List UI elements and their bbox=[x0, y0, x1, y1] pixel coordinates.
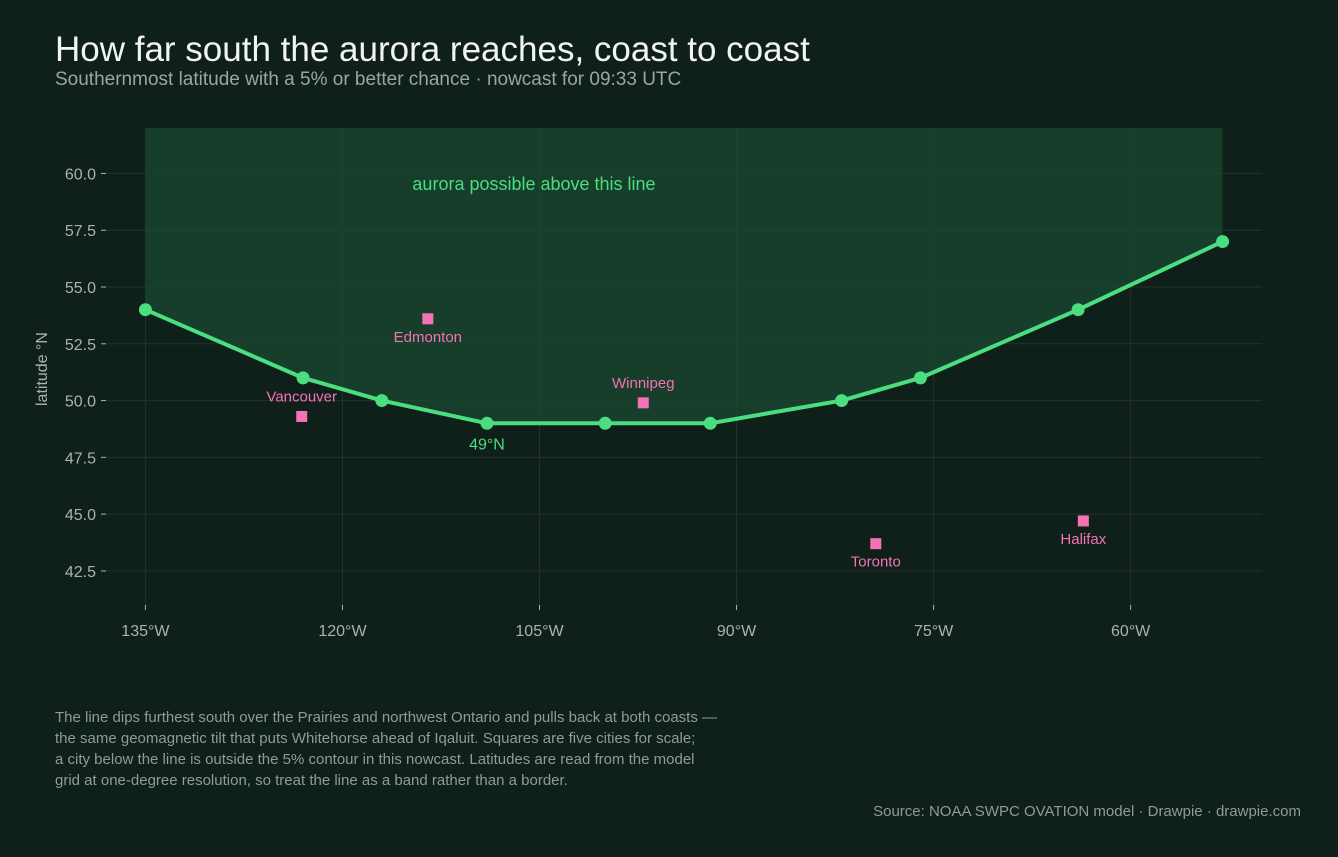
chart-subtitle: Southernmost latitude with a 5% or bette… bbox=[55, 69, 682, 90]
y-tick-label: 47.5 bbox=[65, 450, 96, 467]
y-tick-label: 50.0 bbox=[65, 394, 96, 411]
data-point bbox=[598, 416, 612, 430]
data-point bbox=[138, 303, 152, 317]
data-point bbox=[1071, 303, 1085, 317]
data-point bbox=[835, 394, 849, 408]
footnote-line: a city below the line is outside the 5% … bbox=[55, 751, 695, 768]
aurora-band-layer bbox=[145, 128, 1223, 424]
y-axis-title: latitude °N bbox=[34, 332, 51, 406]
city-label: Vancouver bbox=[266, 388, 337, 405]
city-marker bbox=[870, 538, 882, 550]
y-tick-label: 55.0 bbox=[65, 280, 96, 297]
city-label: Halifax bbox=[1060, 531, 1106, 548]
x-tick-label: 105°W bbox=[515, 623, 564, 640]
x-tick-label: 75°W bbox=[914, 623, 954, 640]
y-tick-label: 57.5 bbox=[65, 223, 96, 240]
x-tick-label: 90°W bbox=[717, 623, 757, 640]
x-tick-label: 120°W bbox=[318, 623, 367, 640]
min-latitude-label: 49°N bbox=[469, 436, 505, 453]
x-tick-label: 135°W bbox=[121, 623, 170, 640]
data-point bbox=[703, 416, 717, 430]
footnote: The line dips furthest south over the Pr… bbox=[55, 707, 815, 791]
city-label: Toronto bbox=[851, 554, 901, 571]
aurora-line-layer bbox=[138, 235, 1230, 430]
data-point bbox=[296, 371, 310, 385]
data-point bbox=[375, 394, 389, 408]
band-label: aurora possible above this line bbox=[412, 174, 655, 194]
footnote-line: the same geomagnetic tilt that puts Whit… bbox=[55, 730, 696, 747]
y-tick-label: 60.0 bbox=[65, 166, 96, 183]
y-tick-label: 45.0 bbox=[65, 507, 96, 524]
city-marker bbox=[637, 397, 649, 409]
footnote-line: grid at one-degree resolution, so treat … bbox=[55, 772, 568, 789]
city-marker bbox=[296, 410, 308, 422]
data-point bbox=[913, 371, 927, 385]
city-marker bbox=[1077, 515, 1089, 527]
chart-title: How far south the aurora reaches, coast … bbox=[55, 30, 810, 69]
x-tick-label: 60°W bbox=[1111, 623, 1151, 640]
y-tick-label: 42.5 bbox=[65, 564, 96, 581]
data-point bbox=[480, 416, 494, 430]
label-layer: aurora possible above this line 49°N bbox=[412, 174, 655, 453]
aurora-boundary-line bbox=[143, 239, 1225, 426]
city-label: Edmonton bbox=[394, 329, 462, 346]
aurora-band bbox=[145, 128, 1223, 424]
city-label: Winnipeg bbox=[612, 375, 675, 392]
city-marker bbox=[422, 313, 434, 325]
aurora-latitude-chart: 42.5 45.0 47.5 50.0 52.5 55.0 57.5 60.0 135°W 120… bbox=[34, 128, 1262, 640]
data-point bbox=[1216, 235, 1230, 249]
footnote-line: The line dips furthest south over the Pr… bbox=[55, 709, 718, 726]
city-layer: Vancouver Edmonton Winnipeg Toronto Halifax bbox=[266, 313, 1107, 571]
y-tick-label: 52.5 bbox=[65, 337, 96, 354]
source-credit: Source: NOAA SWPC OVATION model · Drawpi… bbox=[873, 803, 1301, 820]
